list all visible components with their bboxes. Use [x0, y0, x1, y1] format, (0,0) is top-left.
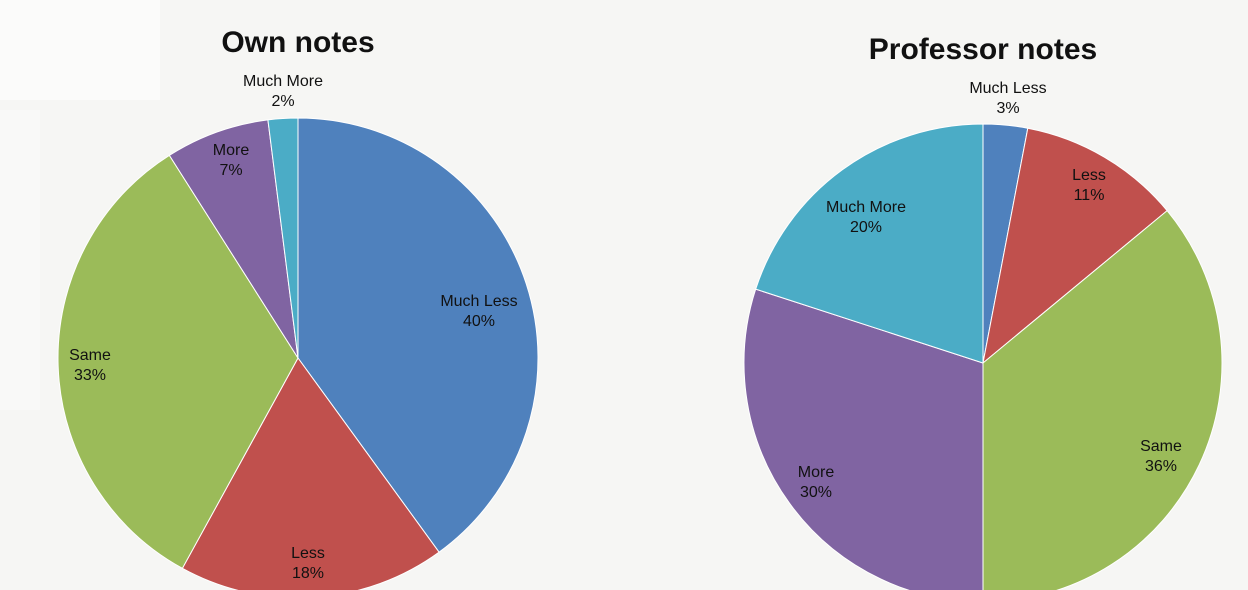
slice-category-much-less: Much Less	[440, 293, 517, 310]
slice-label-more: More 30%	[798, 464, 835, 501]
slice-category-same: Same	[69, 347, 111, 364]
slice-category-much-more: Much More	[243, 73, 323, 90]
slice-label-much-less: Much Less 40%	[440, 293, 517, 330]
slice-percent-much-less: 3%	[996, 100, 1019, 117]
slice-label-much-less: Much Less 3%	[969, 80, 1046, 117]
pie-slice-same	[982, 209, 1223, 590]
pie-slice-much-more	[755, 123, 984, 364]
slice-category-less: Less	[291, 545, 325, 562]
pie-slice-much-more	[267, 117, 299, 359]
slice-label-more: More 7%	[213, 142, 250, 179]
slice-percent-much-more: 2%	[271, 93, 294, 110]
pie-slice-much-less	[297, 117, 539, 553]
slice-label-same: Same 36%	[1140, 438, 1182, 475]
slice-percent-more: 30%	[800, 484, 832, 501]
chart-title-own-notes: Own notes	[221, 26, 374, 59]
pie-slices-own-notes	[57, 117, 539, 590]
pie-chart-professor-notes: Professor notes Much Less 3% Less 11% Same 36…	[743, 33, 1223, 590]
chart-title-professor-notes: Professor notes	[869, 33, 1097, 66]
pie-labels-professor-notes: Much Less 3% Less 11% Same 36% More 30% Much Mor…	[798, 80, 1182, 501]
slice-percent-more: 7%	[219, 162, 242, 179]
slice-label-less: Less 18%	[291, 545, 325, 582]
slice-label-much-more: Much More 2%	[243, 73, 323, 110]
pie-slice-less	[982, 127, 1168, 365]
pie-labels-own-notes: Much Less 40% Less 18% Same 33% More 7% Much Mor…	[69, 73, 518, 582]
pie-slice-more	[743, 288, 984, 590]
slice-category-same: Same	[1140, 438, 1182, 455]
slice-category-less: Less	[1072, 167, 1106, 184]
slice-percent-same: 36%	[1145, 458, 1177, 475]
pie-slices-professor-notes	[743, 123, 1223, 590]
background-panel-left	[0, 0, 160, 100]
slice-percent-less: 18%	[292, 565, 324, 582]
slice-label-much-more: Much More 20%	[826, 199, 906, 236]
slice-label-same: Same 33%	[69, 347, 111, 384]
pie-chart-own-notes: Own notes Much Less 40% Less 18% Same 33% More…	[57, 26, 539, 590]
background-panel-left-lower	[0, 110, 40, 410]
slice-percent-much-less: 40%	[463, 313, 495, 330]
pie-slice-less	[181, 357, 440, 590]
slice-category-much-less: Much Less	[969, 80, 1046, 97]
slice-label-less: Less 11%	[1072, 167, 1106, 204]
pie-slice-same	[57, 154, 299, 569]
slice-category-much-more: Much More	[826, 199, 906, 216]
slice-percent-much-more: 20%	[850, 219, 882, 236]
slice-percent-less: 11%	[1074, 187, 1105, 204]
slice-category-more: More	[798, 464, 835, 481]
pie-slice-more	[168, 119, 299, 359]
slice-category-more: More	[213, 142, 250, 159]
slice-percent-same: 33%	[74, 367, 106, 384]
